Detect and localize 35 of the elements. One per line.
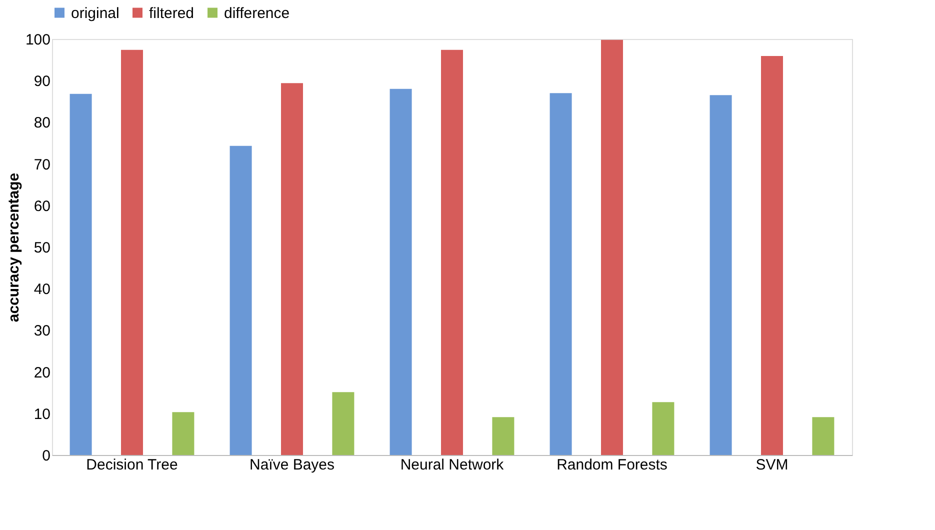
bar [121, 50, 143, 455]
legend-label: filtered [149, 4, 194, 22]
bar [390, 88, 412, 455]
y-tick-label: 70 [34, 156, 50, 174]
y-axis-title: accuracy percentage [5, 172, 22, 322]
x-tick-label: SVM [756, 456, 788, 474]
bar [812, 417, 834, 455]
bar [230, 146, 252, 455]
bar [710, 95, 732, 455]
y-tick-label: 60 [34, 198, 50, 215]
y-tick-label: 0 [42, 448, 50, 464]
legend-label: original [71, 4, 120, 22]
bar [441, 50, 463, 455]
y-tick-label: 10 [34, 406, 50, 423]
x-tick-label: Decision Tree [86, 456, 178, 474]
bar [70, 94, 92, 455]
y-tick-label: 20 [34, 364, 50, 382]
y-tick-label: 80 [34, 114, 50, 132]
legend-label: difference [224, 4, 290, 22]
y-tick-label: 100 [25, 32, 50, 48]
bar [172, 412, 194, 455]
y-tick-label: 90 [34, 73, 50, 90]
bar [332, 392, 354, 455]
x-tick-label: Naïve Bayes [249, 456, 335, 474]
x-tick-label: Random Forests [556, 456, 668, 474]
bar [652, 402, 674, 455]
bar [550, 93, 572, 455]
bar [601, 40, 623, 455]
y-tick-label: 40 [34, 281, 50, 298]
y-tick-label: 50 [34, 240, 50, 256]
bar [281, 83, 303, 455]
x-tick-label: Neural Network [400, 456, 504, 474]
y-tick-label: 30 [34, 322, 50, 340]
bar [761, 56, 783, 455]
bar [492, 417, 514, 455]
